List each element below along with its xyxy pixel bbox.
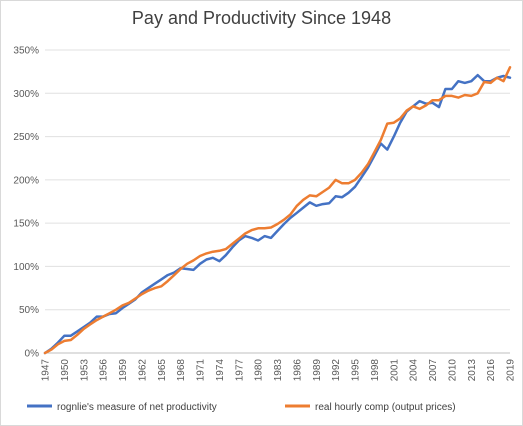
y-tick-label: 150% [13,219,39,230]
x-tick: 1977 [234,359,245,382]
series-line-productivity [43,73,512,355]
legend: rognlie's measure of net productivity re… [27,402,456,413]
x-tick: 1968 [176,359,187,382]
y-tick-label: 300% [13,89,39,100]
x-tick: 2007 [428,359,439,382]
x-tick-label: 1950 [60,359,71,382]
x-tick-label: 1989 [312,359,323,382]
legend-label-productivity: rognlie's measure of net productivity [57,402,217,413]
x-tick: 1989 [312,359,323,382]
x-tick-label: 2019 [506,359,517,382]
x-tick-label: 1995 [351,359,362,382]
y-tick-label: 350% [13,46,39,57]
y-tick-label: 100% [13,262,39,273]
x-axis-tick-labels: 1947 1950 1953 1956 1959 1962 1965 1968 1971 1974… [41,359,517,382]
x-tick: 1998 [370,359,381,382]
x-tick: 2016 [486,359,497,382]
x-tick: 1986 [292,359,303,382]
x-tick: 1962 [137,359,148,382]
x-tick: 1965 [157,359,168,382]
x-tick-label: 2001 [389,359,400,382]
x-tick-label: 1962 [137,359,148,382]
x-tick-label: 1998 [370,359,381,382]
gridlines [45,49,510,354]
y-axis-tick-labels: 0% 50% 100% 150% 200% 250% 300% 350% [13,46,39,360]
y-tick-label: 200% [13,175,39,186]
x-tick-label: 2016 [486,359,497,382]
x-tick-label: 1953 [79,359,90,382]
x-tick-label: 1986 [292,359,303,382]
x-tick: 1995 [351,359,362,382]
series-line-compensation [43,66,512,355]
x-tick-label: 1947 [41,359,52,382]
series-lines [43,66,512,355]
x-tick-label: 1965 [157,359,168,382]
x-tick: 1983 [273,359,284,382]
chart-title: Pay and Productivity Since 1948 [131,8,392,28]
x-tick: 1956 [99,359,110,382]
x-tick: 1974 [215,359,226,382]
x-tick: 1950 [60,359,71,382]
x-tick: 1971 [196,359,207,382]
legend-label-compensation: real hourly comp (output prices) [315,402,456,413]
x-tick: 2004 [409,359,420,382]
x-tick-label: 1956 [99,359,110,382]
y-tick-label: 50% [19,305,39,316]
x-tick: 2010 [447,359,458,382]
x-tick-label: 1968 [176,359,187,382]
x-tick: 2013 [467,359,478,382]
x-tick: 2001 [389,359,400,382]
x-tick: 1947 [41,359,52,382]
x-tick-label: 1983 [273,359,284,382]
x-tick: 1980 [254,359,265,382]
x-tick-label: 2010 [447,359,458,382]
x-tick: 1953 [79,359,90,382]
y-tick-label: 250% [13,132,39,143]
x-tick: 1992 [331,359,342,382]
x-tick-label: 1992 [331,359,342,382]
x-tick-label: 1974 [215,359,226,382]
x-tick: 2019 [506,359,517,382]
x-tick-label: 2004 [409,359,420,382]
x-tick: 1959 [118,359,129,382]
y-tick-label: 0% [25,349,40,360]
x-tick-label: 1977 [234,359,245,382]
x-tick-label: 2007 [428,359,439,382]
x-tick-label: 1959 [118,359,129,382]
x-tick-label: 2013 [467,359,478,382]
x-tick-label: 1980 [254,359,265,382]
x-tick-label: 1971 [196,359,207,382]
